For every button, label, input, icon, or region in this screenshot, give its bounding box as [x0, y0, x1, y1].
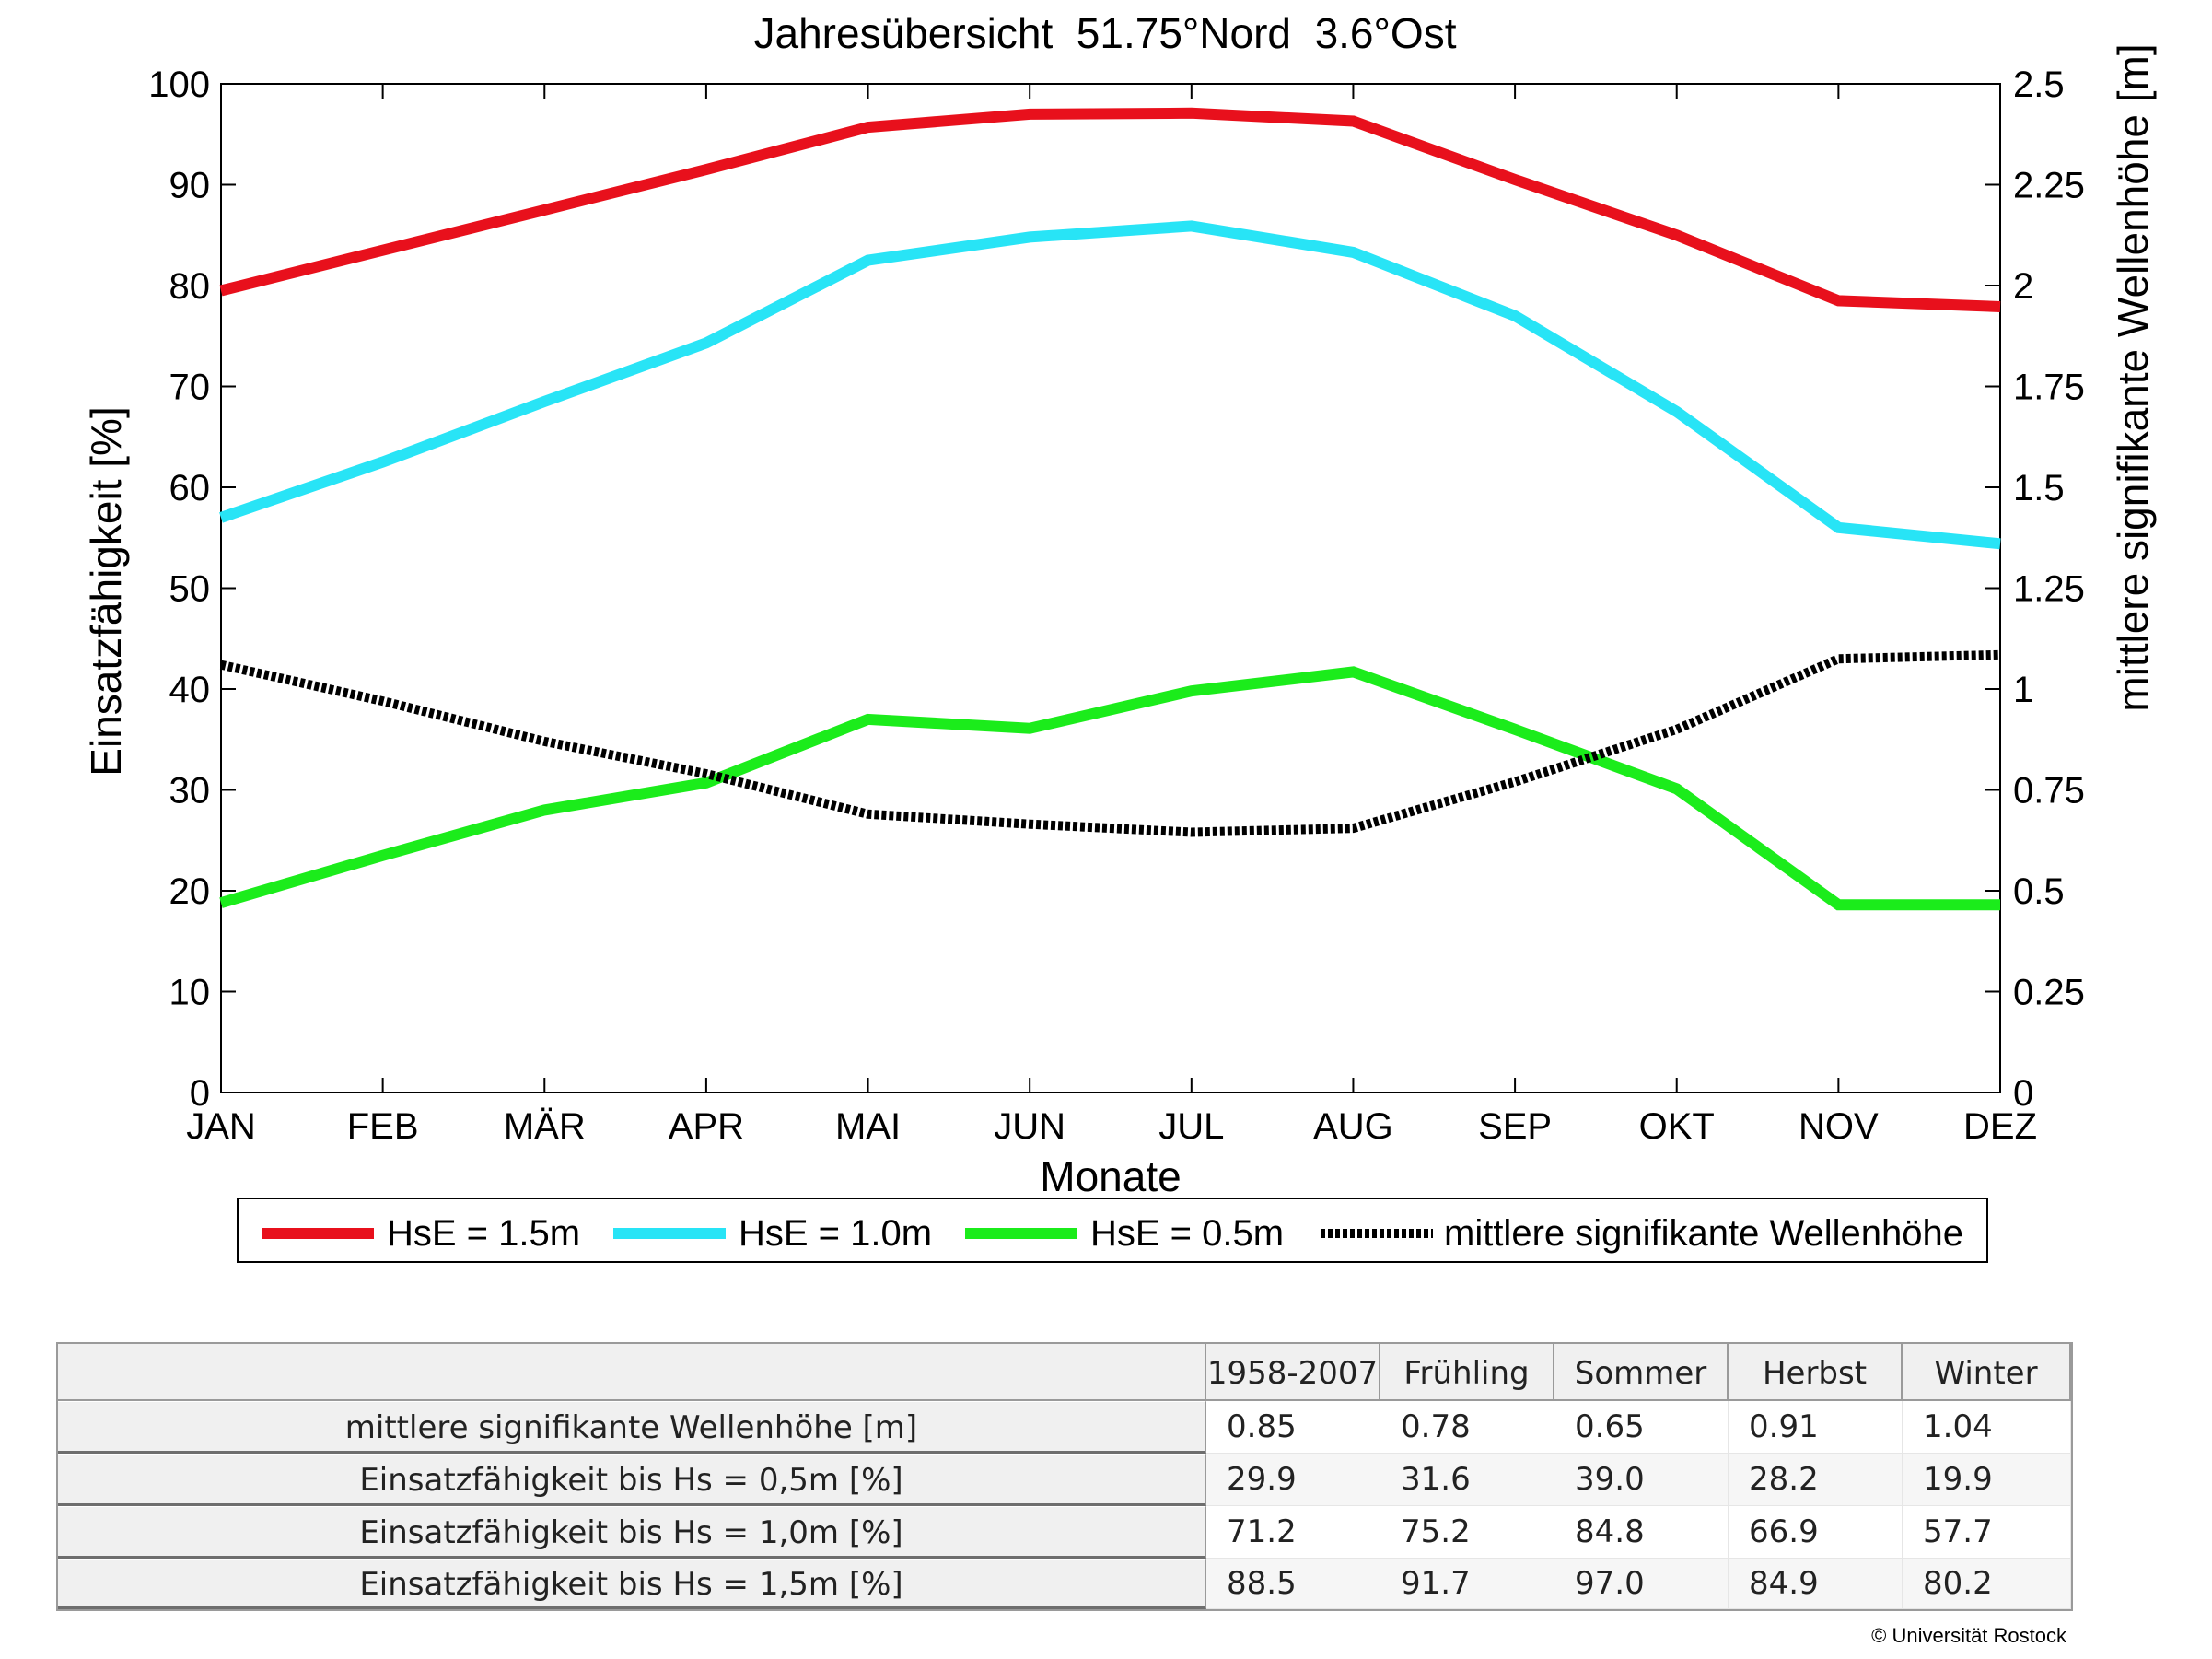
table-row: Einsatzfähigkeit bis Hs = 0,5m [%] 29.9 … — [58, 1454, 2071, 1506]
table-cell: 31.6 — [1380, 1454, 1554, 1506]
table-cell: 19.9 — [1903, 1454, 2071, 1506]
series-line-mittlere-signifikante-wellenh-he — [219, 649, 2001, 837]
table-cell: 84.8 — [1554, 1506, 1729, 1559]
y-axis-label-left: Einsatzfähigkeit [%] — [82, 406, 130, 776]
y-tick-label-right: 1.75 — [2013, 368, 2085, 408]
series-layer — [219, 107, 2001, 911]
table-cell: 0.91 — [1729, 1401, 1903, 1454]
legend-label: HsE = 1.0m — [739, 1213, 932, 1254]
y-tick-label-left: 60 — [169, 468, 211, 508]
y-tick-label-left: 70 — [169, 368, 211, 408]
y-tick-label-right: 0.5 — [2013, 871, 2065, 912]
y-tick-label-right: 1.5 — [2013, 468, 2065, 508]
x-tick-label: NOV — [1799, 1106, 1879, 1147]
table-header-cell: Winter — [1903, 1344, 2071, 1401]
y-tick-label-right: 0.25 — [2013, 973, 2085, 1013]
table-cell: 28.2 — [1729, 1454, 1903, 1506]
table-cell: 97.0 — [1554, 1559, 1729, 1609]
table-cell: 0.78 — [1380, 1401, 1554, 1454]
legend-box — [237, 1198, 1988, 1263]
y-tick-label-right: 2.25 — [2013, 166, 2085, 206]
axes: JAN FEB MÄR APR MAI JUN JUL AUG SEP OKT NOV DEZ0102… — [148, 64, 2085, 1147]
y-tick-label-left: 10 — [169, 973, 211, 1013]
y-tick-label-right: 2.5 — [2013, 64, 2065, 105]
y-tick-label-left: 20 — [169, 871, 211, 912]
table-row: Einsatzfähigkeit bis Hs = 1,0m [%] 71.2 … — [58, 1506, 2071, 1559]
table-cell: 0.85 — [1206, 1401, 1380, 1454]
x-tick-label: OKT — [1639, 1106, 1715, 1147]
series-line-hse-1-0m — [219, 220, 2001, 550]
statistics-table: 1958-2007 Frühling Sommer Herbst Winter … — [56, 1342, 2073, 1611]
x-tick-label: JUL — [1158, 1106, 1224, 1147]
table-header-cell: 1958-2007 — [1206, 1344, 1380, 1401]
copyright-notice: © Universität Rostock — [1871, 1624, 2066, 1647]
chart-title: Jahresübersicht 51.75°Nord 3.6°Ost — [754, 9, 1457, 57]
table-cell: 88.5 — [1206, 1559, 1380, 1609]
table-cell: 39.0 — [1554, 1454, 1729, 1506]
y-tick-label-left: 0 — [190, 1073, 210, 1114]
y-tick-label-right: 0 — [2013, 1073, 2033, 1114]
y-tick-label-left: 50 — [169, 569, 211, 610]
row-label: mittlere signifikante Wellenhöhe [m] — [58, 1401, 1206, 1454]
y-tick-label-right: 1 — [2013, 670, 2033, 710]
y-tick-label-left: 90 — [169, 166, 211, 206]
table-header-blank — [58, 1344, 1206, 1401]
row-label: Einsatzfähigkeit bis Hs = 0,5m [%] — [58, 1454, 1206, 1506]
table-header-row: 1958-2007 Frühling Sommer Herbst Winter — [58, 1344, 2071, 1401]
table-cell: 1.04 — [1903, 1401, 2071, 1454]
table-cell: 80.2 — [1903, 1559, 2071, 1609]
legend-label: HsE = 0.5m — [1090, 1213, 1284, 1254]
x-tick-label: AUG — [1313, 1106, 1393, 1147]
y-tick-label-left: 100 — [148, 64, 210, 105]
table-cell: 75.2 — [1380, 1506, 1554, 1559]
y-tick-label-right: 0.75 — [2013, 771, 2085, 812]
y-tick-label-right: 1.25 — [2013, 569, 2085, 610]
legend: HsE = 1.5m HsE = 1.0m HsE = 0.5m mittlere s… — [237, 1198, 1988, 1263]
table-cell: 91.7 — [1380, 1559, 1554, 1609]
legend-label: mittlere signifikante Wellenhöhe — [1444, 1213, 1963, 1254]
table-cell: 29.9 — [1206, 1454, 1380, 1506]
line-chart: Jahresübersicht 51.75°Nord 3.6°Ost JAN FE… — [82, 9, 2157, 1263]
table-header-cell: Sommer — [1554, 1344, 1729, 1401]
table-cell: 57.7 — [1903, 1506, 2071, 1559]
x-tick-label: FEB — [347, 1106, 419, 1147]
table-cell: 66.9 — [1729, 1506, 1903, 1559]
series-line-hse-0-5m — [219, 666, 2000, 911]
y-tick-label-left: 30 — [169, 771, 211, 812]
x-axis-label: Monate — [1040, 1152, 1181, 1200]
y-tick-label-left: 40 — [169, 670, 211, 710]
x-tick-label: JUN — [994, 1106, 1065, 1147]
table-row: mittlere signifikante Wellenhöhe [m] 0.8… — [58, 1401, 2071, 1454]
x-tick-label: DEZ — [1963, 1106, 2037, 1147]
x-tick-label: MÄR — [504, 1106, 586, 1147]
x-tick-label: SEP — [1478, 1106, 1552, 1147]
y-tick-label-left: 80 — [169, 266, 211, 307]
y-tick-label-right: 2 — [2013, 266, 2033, 307]
y-axis-label-right: mittlere signifikante Wellenhöhe [m] — [2109, 43, 2157, 711]
table-header-cell: Herbst — [1729, 1344, 1903, 1401]
table-cell: 0.65 — [1554, 1401, 1729, 1454]
x-tick-label: APR — [669, 1106, 744, 1147]
row-label: Einsatzfähigkeit bis Hs = 1,5m [%] — [58, 1559, 1206, 1609]
row-label: Einsatzfähigkeit bis Hs = 1,0m [%] — [58, 1506, 1206, 1559]
table-header-cell: Frühling — [1380, 1344, 1554, 1401]
legend-label: HsE = 1.5m — [387, 1213, 580, 1254]
x-tick-label: MAI — [835, 1106, 901, 1147]
series-line-hse-1-5m — [219, 107, 2001, 312]
table-cell: 71.2 — [1206, 1506, 1380, 1559]
table-row: Einsatzfähigkeit bis Hs = 1,5m [%] 88.5 … — [58, 1559, 2071, 1609]
table-cell: 84.9 — [1729, 1559, 1903, 1609]
x-tick-label: JAN — [186, 1106, 256, 1147]
